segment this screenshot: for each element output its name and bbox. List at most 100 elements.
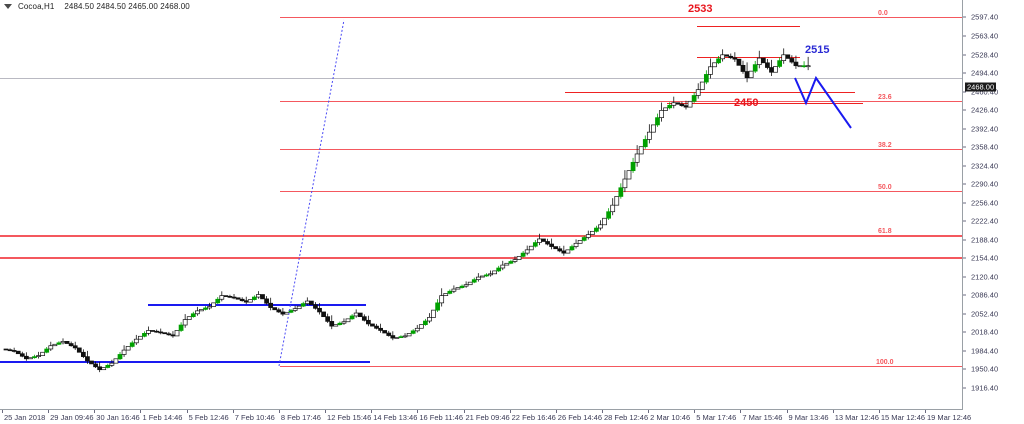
- candle-body: [36, 355, 41, 357]
- candle-body: [105, 364, 111, 368]
- candle-body: [219, 295, 225, 300]
- candle-body: [93, 363, 98, 368]
- time-tick: [463, 410, 465, 413]
- candle-body: [557, 248, 563, 252]
- candle-body: [565, 249, 571, 254]
- price-tick-label: 2426.40: [971, 105, 999, 115]
- time-tick: [232, 410, 234, 413]
- candle-body: [642, 139, 648, 148]
- candle-body: [211, 302, 217, 307]
- candle-body: [459, 285, 465, 288]
- time-tick: [48, 410, 50, 413]
- candle-body: [732, 57, 738, 60]
- candle-body: [695, 89, 701, 96]
- candle-body: [484, 274, 489, 277]
- range-bottom-line: [697, 57, 800, 58]
- chevron-down-icon[interactable]: [4, 4, 12, 9]
- candle-body: [203, 307, 208, 310]
- price-tick-label: 1916.40: [971, 383, 999, 393]
- candle-body: [272, 307, 278, 311]
- price-tick-label: 2222.40: [971, 216, 999, 226]
- annotation-2533: 2533: [688, 3, 713, 15]
- candle-body: [382, 330, 388, 334]
- time-tick-label: 21 Feb 09:46: [465, 413, 510, 422]
- candle-body: [361, 316, 367, 321]
- candle-body: [345, 318, 351, 323]
- price-tick: [963, 183, 966, 185]
- price-axis[interactable]: 2597.402563.402528.402494.402460.402426.…: [963, 0, 1024, 410]
- price-tick: [963, 276, 966, 278]
- candle-body: [687, 100, 693, 108]
- candle-body: [671, 102, 677, 106]
- price-tick: [963, 109, 966, 111]
- candle-body: [357, 312, 363, 318]
- candle-body: [626, 170, 632, 180]
- candle-body: [773, 66, 778, 73]
- time-tick-label: 26 Feb 14:46: [557, 413, 602, 422]
- fib-line-100-0: [280, 366, 962, 367]
- chart-plot-area[interactable]: 0.0 23.6 38.2 50.0 61.8 100.0 2533 2515 …: [0, 0, 963, 410]
- candle-body: [598, 224, 603, 229]
- price-tick-label: 2597.40: [971, 12, 999, 22]
- candle-body: [186, 316, 192, 320]
- candle-body: [341, 321, 347, 324]
- price-tick: [963, 387, 966, 389]
- candle-body: [569, 246, 575, 251]
- candle-body: [691, 95, 697, 102]
- candle-body: [423, 320, 428, 326]
- price-tick: [963, 294, 966, 296]
- candle-body: [549, 243, 554, 247]
- candle-body: [480, 275, 485, 278]
- candle-body: [72, 345, 78, 349]
- forecast-path: [794, 75, 852, 129]
- candle-body: [68, 343, 74, 347]
- candle-body: [512, 259, 518, 262]
- support-line-2450-upper: [565, 92, 855, 93]
- price-tick-label: 2392.40: [971, 124, 999, 134]
- candle-body: [178, 324, 184, 331]
- candle-body: [174, 330, 180, 337]
- candle-body: [532, 242, 538, 247]
- time-tick-label: 13 Mar 12:46: [834, 413, 879, 422]
- candle-body: [11, 350, 17, 352]
- candle-body: [492, 270, 497, 275]
- candle-body: [113, 358, 119, 364]
- candle-body: [667, 104, 673, 109]
- price-tick-label: 2528.40: [971, 50, 999, 60]
- candle-body: [651, 124, 656, 133]
- candle-body: [785, 54, 791, 59]
- candle-body: [789, 58, 795, 63]
- price-tick: [963, 16, 966, 18]
- fib-label-38-2: 38.2: [878, 142, 892, 149]
- candle-body: [427, 317, 432, 322]
- candle-body: [162, 332, 168, 335]
- candle-body: [121, 349, 127, 355]
- time-tick: [832, 410, 834, 413]
- candle-body: [675, 102, 681, 105]
- time-tick: [140, 410, 142, 413]
- candle-body: [370, 323, 375, 327]
- candle-body: [154, 330, 160, 333]
- time-axis[interactable]: 25 Jan 2018 29 Jan 09:46 30 Jan 16:46 1 Feb…: [0, 410, 971, 424]
- red-level-line-lower: [0, 257, 962, 259]
- price-tick-label: 2188.40: [971, 235, 999, 245]
- time-tick: [417, 410, 419, 413]
- candle-body: [431, 309, 436, 318]
- candle-body: [195, 310, 200, 315]
- crosshair-line: [0, 78, 962, 79]
- blue-support-line: [0, 361, 370, 363]
- price-tick: [963, 91, 966, 93]
- candle-body: [618, 187, 624, 197]
- candle-body: [125, 346, 131, 351]
- candle-body: [553, 246, 559, 250]
- fib-label-50-0: 50.0: [878, 184, 892, 191]
- candle-body: [150, 330, 155, 332]
- candle-body: [805, 65, 811, 68]
- candle-body: [537, 238, 542, 243]
- fib-line-0: [280, 17, 962, 18]
- candle-body: [243, 300, 249, 303]
- fib-line-38-2: [280, 149, 962, 150]
- candle-body: [117, 354, 123, 360]
- candle-body: [683, 105, 689, 108]
- candle-body: [182, 319, 188, 326]
